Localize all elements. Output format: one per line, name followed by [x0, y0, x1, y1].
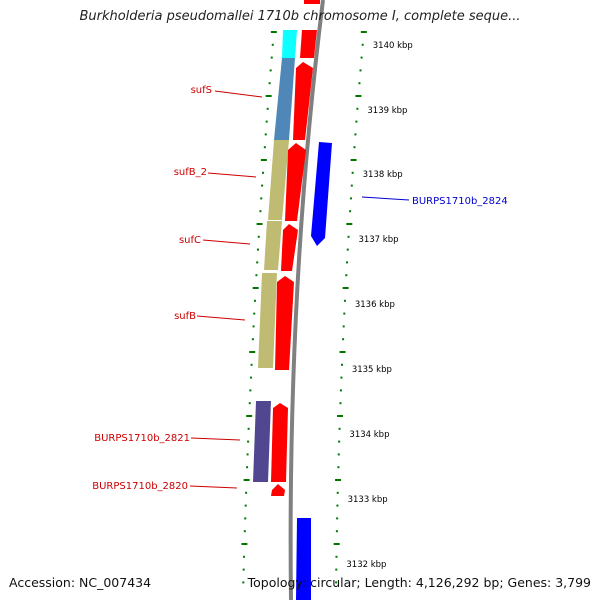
cog-feature-cyan [282, 30, 297, 58]
topology-text: Topology: circular; Length: 4,126,292 bp… [247, 575, 591, 590]
scale-label: 3136 kbp [355, 300, 395, 310]
map-title: Burkholderia pseudomallei 1710b chromoso… [79, 9, 521, 24]
gene-label[interactable]: BURPS1710b_2821 [94, 433, 190, 444]
scale-label: 3133 kbp [348, 495, 388, 505]
cog-feature-ring [253, 30, 297, 482]
gene-label[interactable]: sufC [179, 235, 201, 246]
gene-label[interactable]: BURPS1710b_2824 [412, 196, 508, 207]
forward-gene-top [304, 0, 320, 4]
gene-label[interactable]: BURPS1710b_2820 [92, 481, 188, 492]
scale-labels: 3140 kbp 3139 kbp 3138 kbp 3137 kbp 3136 kbp… [346, 41, 412, 570]
forward-gene-BURPS1710b_2821 [271, 403, 288, 482]
reverse-strand-genes [296, 142, 332, 600]
forward-gene-sufS [293, 62, 313, 140]
gene-label-leader [214, 90, 263, 98]
scale-label: 3139 kbp [367, 106, 407, 116]
scale-label: 3137 kbp [358, 235, 398, 245]
forward-gene-sufB [275, 276, 294, 370]
gene-label-leader [207, 172, 257, 178]
accession-text: Accession: NC_007434 [9, 575, 152, 590]
scale-label: 3135 kbp [352, 365, 392, 375]
scale-label: 3138 kbp [363, 170, 403, 180]
scale-label: 3140 kbp [373, 41, 413, 51]
cog-feature-khaki-sufC [264, 221, 282, 270]
gene-label-leader [196, 315, 246, 321]
gene-label-leader [190, 437, 241, 441]
cog-feature-darkslateblue [253, 401, 271, 482]
gene-label[interactable]: sufB_2 [174, 167, 207, 178]
gene-label-leader [202, 239, 251, 245]
gene-label[interactable]: sufS [191, 85, 212, 96]
forward-gene-BURPS1710b_2820 [271, 484, 285, 496]
reverse-gene-BURPS1710b_2824 [311, 142, 332, 246]
cog-feature-steelblue [274, 58, 295, 140]
backbone-line [288, 0, 325, 600]
gene-labels: sufS sufB_2 sufC sufB BURPS1710b_2821 BURPS17… [92, 85, 508, 492]
gene-label-leader [361, 196, 410, 201]
forward-gene-sufC [281, 224, 298, 271]
scale-label: 3132 kbp [346, 560, 386, 570]
forward-strand-genes [271, 0, 320, 496]
forward-gene-sufB_2 [285, 143, 306, 221]
scale-label: 3134 kbp [349, 430, 389, 440]
gene-label[interactable]: sufB [174, 311, 196, 322]
cog-feature-khaki-sufB2 [268, 140, 289, 220]
forward-gene-1 [300, 30, 317, 58]
reverse-gene-bottom [296, 518, 311, 600]
gene-label-leader [189, 485, 238, 489]
cog-feature-khaki-sufB [258, 273, 277, 368]
scale-ticks [241, 31, 367, 584]
